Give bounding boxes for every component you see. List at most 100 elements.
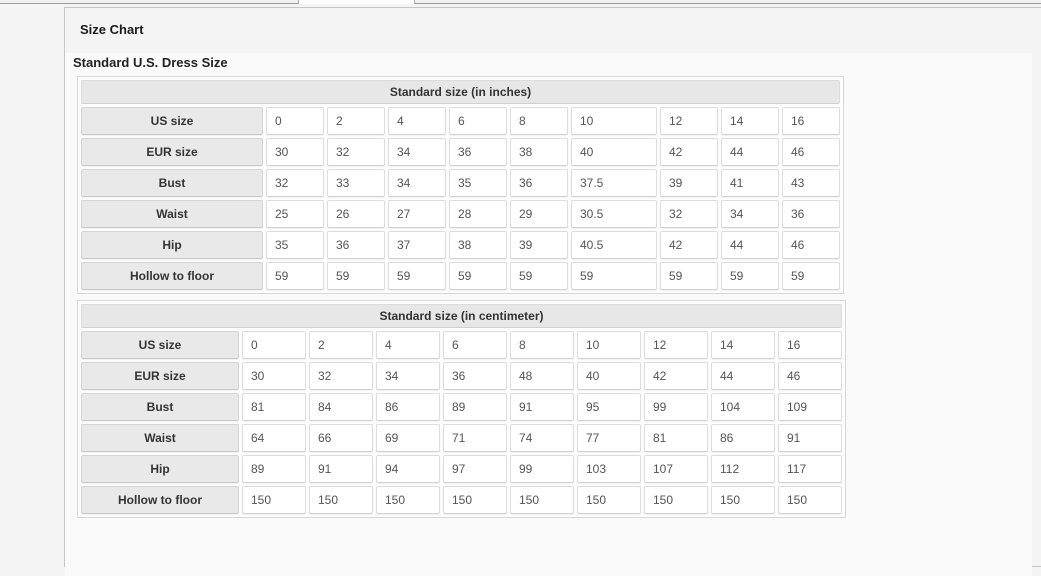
size-value-cell: 150: [510, 486, 574, 514]
size-value-cell: 91: [510, 393, 574, 421]
size-value-cell: 10: [571, 107, 657, 135]
size-value-cell: 107: [644, 455, 708, 483]
size-value-cell: 150: [711, 486, 775, 514]
size-value-cell: 25: [266, 200, 324, 228]
size-value-cell: 48: [510, 362, 574, 390]
size-value-cell: 112: [711, 455, 775, 483]
size-value-cell: 46: [782, 138, 840, 166]
size-value-cell: 34: [388, 169, 446, 197]
active-tab[interactable]: [298, 0, 415, 4]
size-value-cell: 42: [644, 362, 708, 390]
table-row: Bust 81 84 86 89 91 95 99 104 109: [81, 393, 842, 421]
row-label-cell: Hollow to floor: [81, 262, 263, 290]
size-value-cell: 150: [242, 486, 306, 514]
size-value-cell: 27: [388, 200, 446, 228]
size-value-cell: 44: [711, 362, 775, 390]
size-value-cell: 95: [577, 393, 641, 421]
size-value-cell: 14: [711, 331, 775, 359]
size-value-cell: 40: [577, 362, 641, 390]
row-label-cell: Waist: [81, 200, 263, 228]
table-row: US size 0 2 4 6 8 10 12 14 16: [81, 331, 842, 359]
size-value-cell: 59: [721, 262, 779, 290]
size-value-cell: 91: [309, 455, 373, 483]
table-row: Hip 35 36 37 38 39 40.5 42 44 46: [81, 231, 840, 259]
size-value-cell: 40: [571, 138, 657, 166]
size-value-cell: 150: [443, 486, 507, 514]
table-header-row: Standard size (in inches): [81, 80, 840, 104]
content-box: Standard U.S. Dress Size Standard size (…: [65, 53, 1032, 576]
size-value-cell: 94: [376, 455, 440, 483]
size-value-cell: 59: [510, 262, 568, 290]
size-value-cell: 42: [660, 138, 718, 166]
size-value-cell: 59: [782, 262, 840, 290]
size-value-cell: 36: [327, 231, 385, 259]
size-table: Standard size (in centimeter) US size 0 2 4 6…: [77, 300, 846, 518]
size-value-cell: 150: [376, 486, 440, 514]
size-value-cell: 12: [660, 107, 718, 135]
section-subtitle: Standard U.S. Dress Size: [73, 55, 228, 70]
table-row: Hollow to floor 150 150 150 150 150 150 150 150 1…: [81, 486, 842, 514]
size-value-cell: 86: [376, 393, 440, 421]
size-value-cell: 40.5: [571, 231, 657, 259]
size-value-cell: 43: [782, 169, 840, 197]
table-title-cell: Standard size (in centimeter): [81, 304, 842, 328]
row-label-cell: Hollow to floor: [81, 486, 239, 514]
size-value-cell: 64: [242, 424, 306, 452]
size-value-cell: 46: [782, 231, 840, 259]
size-value-cell: 36: [443, 362, 507, 390]
table-row: EUR size 30 32 34 36 48 40 42 44 46: [81, 362, 842, 390]
row-label-cell: Waist: [81, 424, 239, 452]
size-value-cell: 97: [443, 455, 507, 483]
size-value-cell: 2: [327, 107, 385, 135]
size-value-cell: 99: [644, 393, 708, 421]
row-label-cell: US size: [81, 107, 263, 135]
size-value-cell: 4: [376, 331, 440, 359]
size-value-cell: 30.5: [571, 200, 657, 228]
size-value-cell: 36: [449, 138, 507, 166]
size-value-cell: 46: [778, 362, 842, 390]
size-value-cell: 89: [242, 455, 306, 483]
row-label-cell: Bust: [81, 393, 239, 421]
size-value-cell: 81: [242, 393, 306, 421]
size-value-cell: 26: [327, 200, 385, 228]
table-row: Waist 64 66 69 71 74 77 81 86 91: [81, 424, 842, 452]
size-table: Standard size (in inches) US size 0 2 4 6 8 10 1…: [77, 76, 844, 294]
row-label-cell: EUR size: [81, 362, 239, 390]
size-value-cell: 32: [309, 362, 373, 390]
size-value-cell: 33: [327, 169, 385, 197]
table-header-row: Standard size (in centimeter): [81, 304, 842, 328]
size-value-cell: 14: [721, 107, 779, 135]
size-value-cell: 30: [266, 138, 324, 166]
size-value-cell: 150: [577, 486, 641, 514]
size-value-cell: 39: [510, 231, 568, 259]
size-value-cell: 69: [376, 424, 440, 452]
size-value-cell: 41: [721, 169, 779, 197]
size-value-cell: 39: [660, 169, 718, 197]
size-value-cell: 32: [660, 200, 718, 228]
main-panel: Size Chart Standard U.S. Dress Size Stan…: [64, 7, 1041, 576]
size-value-cell: 35: [449, 169, 507, 197]
table-row: Hollow to floor 59 59 59 59 59 59 59 59 59: [81, 262, 840, 290]
size-value-cell: 16: [778, 331, 842, 359]
size-value-cell: 66: [309, 424, 373, 452]
row-label-cell: Hip: [81, 455, 239, 483]
size-value-cell: 59: [571, 262, 657, 290]
size-value-cell: 6: [449, 107, 507, 135]
table-row: EUR size 30 32 34 36 38 40 42 44 46: [81, 138, 840, 166]
size-value-cell: 84: [309, 393, 373, 421]
size-value-cell: 44: [721, 231, 779, 259]
size-value-cell: 59: [327, 262, 385, 290]
size-value-cell: 2: [309, 331, 373, 359]
size-value-cell: 30: [242, 362, 306, 390]
size-value-cell: 117: [778, 455, 842, 483]
size-value-cell: 34: [388, 138, 446, 166]
size-value-cell: 38: [449, 231, 507, 259]
size-value-cell: 99: [510, 455, 574, 483]
size-value-cell: 59: [449, 262, 507, 290]
size-value-cell: 103: [577, 455, 641, 483]
size-value-cell: 28: [449, 200, 507, 228]
size-value-cell: 37.5: [571, 169, 657, 197]
size-value-cell: 37: [388, 231, 446, 259]
size-value-cell: 8: [510, 107, 568, 135]
table-title-cell: Standard size (in inches): [81, 80, 840, 104]
